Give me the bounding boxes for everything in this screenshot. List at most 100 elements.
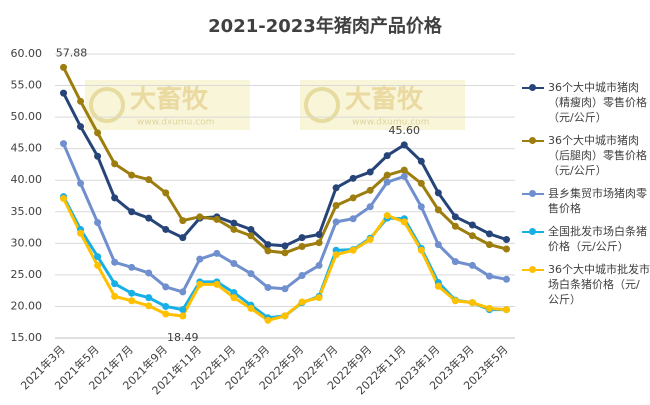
data-point <box>332 218 340 226</box>
data-point <box>502 275 510 283</box>
y-tick-label: 35.00 <box>11 205 43 218</box>
data-point <box>332 184 340 192</box>
data-point <box>417 203 425 211</box>
data-point <box>111 292 119 300</box>
data-point <box>247 232 255 240</box>
data-point <box>264 241 272 249</box>
data-point <box>485 241 493 249</box>
watermark-text: 大畜牧 <box>345 84 424 115</box>
legend-item: 36个大中城市猪肉（精瘦肉）零售价格（元/公斤） <box>520 80 650 125</box>
data-point <box>366 203 374 211</box>
data-point <box>502 245 510 253</box>
legend-item: 县乡集贸市场猪肉零售价格 <box>520 186 650 216</box>
data-label: 18.49 <box>167 331 199 344</box>
legend-item: 36个大中城市批发市场白条猪价格（元/公斤） <box>520 262 650 307</box>
data-label: 45.60 <box>389 124 421 137</box>
data-point <box>400 172 408 180</box>
data-point <box>417 157 425 165</box>
data-point <box>179 306 187 314</box>
y-tick-label: 60.00 <box>11 47 43 60</box>
data-point <box>468 232 476 240</box>
data-point <box>111 280 119 288</box>
data-point <box>162 302 170 310</box>
data-point <box>349 246 357 254</box>
legend-marker <box>529 190 536 197</box>
data-point <box>230 219 238 227</box>
data-point <box>298 272 306 280</box>
y-tick-label: 25.00 <box>11 268 43 281</box>
legend: 36个大中城市猪肉（精瘦肉）零售价格（元/公斤） 36个大中城市猪肉（后腿肉）零售… <box>520 80 650 315</box>
data-point <box>315 230 323 238</box>
watermark-url: www.dxumu.com <box>137 118 214 128</box>
data-point <box>434 241 442 249</box>
data-point <box>383 178 391 186</box>
data-point <box>128 289 136 297</box>
data-point <box>417 246 425 254</box>
watermark-text: 大畜牧 <box>130 84 209 115</box>
data-point <box>434 189 442 197</box>
data-point <box>383 212 391 220</box>
data-point <box>434 282 442 290</box>
y-tick-label: 45.00 <box>11 142 43 155</box>
data-point <box>315 261 323 269</box>
data-point <box>77 229 85 237</box>
data-point <box>485 304 493 312</box>
data-point <box>230 289 238 297</box>
data-point <box>145 269 153 277</box>
data-point <box>94 152 102 160</box>
data-point <box>383 171 391 179</box>
data-point <box>213 215 221 223</box>
data-point <box>264 284 272 292</box>
data-point <box>400 166 408 174</box>
data-point <box>298 242 306 250</box>
data-point <box>162 225 170 233</box>
y-tick-label: 20.00 <box>11 299 43 312</box>
data-point <box>94 253 102 261</box>
data-point <box>145 176 153 184</box>
data-point <box>94 261 102 269</box>
data-point <box>281 242 289 250</box>
y-tick-label: 15.00 <box>11 331 43 344</box>
data-point <box>230 260 238 268</box>
data-point <box>145 294 153 302</box>
data-point <box>247 304 255 312</box>
data-point <box>366 168 374 176</box>
watermark-url: www.dxumu.com <box>352 118 429 128</box>
data-point <box>502 306 510 314</box>
data-point <box>196 280 204 288</box>
data-point <box>111 194 119 202</box>
y-tick-label: 30.00 <box>11 236 43 249</box>
legend-label: 全国批发市场白条猪价格（元/公斤） <box>548 225 647 253</box>
data-point <box>281 312 289 320</box>
data-point <box>111 160 119 168</box>
data-point <box>247 270 255 278</box>
data-point <box>128 171 136 179</box>
data-point <box>77 123 85 131</box>
data-point <box>145 302 153 310</box>
legend-label: 36个大中城市猪肉（后腿肉）零售价格（元/公斤） <box>548 134 647 177</box>
data-point <box>162 310 170 318</box>
legend-marker <box>529 228 536 235</box>
data-point <box>145 214 153 222</box>
data-point <box>298 234 306 242</box>
data-point <box>298 298 306 306</box>
data-point <box>128 297 136 305</box>
data-point <box>366 236 374 244</box>
data-point <box>128 208 136 216</box>
legend-item: 36个大中城市猪肉（后腿肉）零售价格（元/公斤） <box>520 133 650 178</box>
chart-title: 2021-2023年猪肉产品价格 <box>208 15 443 37</box>
data-point <box>264 316 272 324</box>
data-point <box>400 218 408 226</box>
data-point <box>179 312 187 320</box>
legend-label: 县乡集贸市场猪肉零售价格 <box>548 187 647 215</box>
data-point <box>485 272 493 280</box>
data-point <box>468 299 476 307</box>
data-point <box>60 195 68 203</box>
data-point <box>332 251 340 259</box>
data-point <box>315 239 323 247</box>
data-point <box>77 97 85 105</box>
data-point <box>468 221 476 229</box>
data-point <box>349 194 357 202</box>
